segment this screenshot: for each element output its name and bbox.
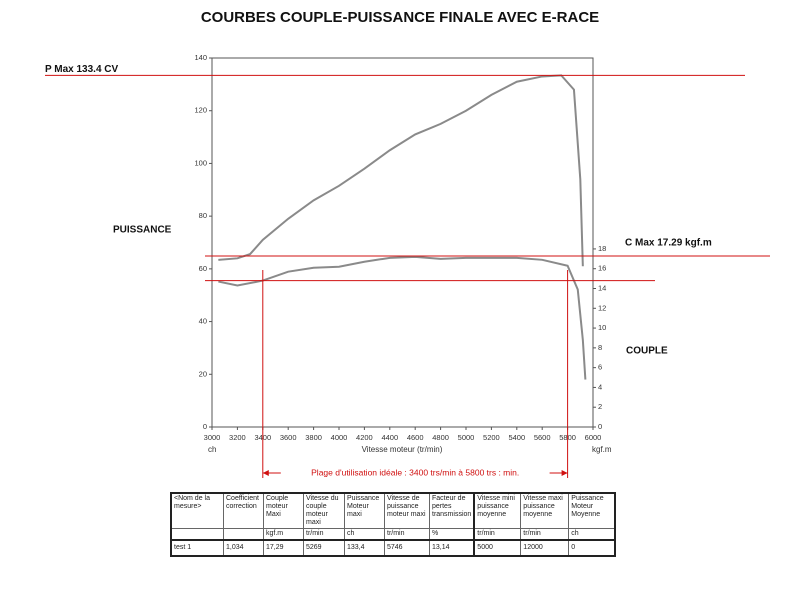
table-cell: 5000 bbox=[473, 539, 521, 556]
table-cell: Vitesse maxi puissance moyenne bbox=[520, 493, 569, 529]
table-cell bbox=[170, 528, 224, 540]
table-cell: ch bbox=[344, 528, 385, 540]
x-tick-label: 5000 bbox=[458, 433, 475, 442]
x-tick-label: 4400 bbox=[381, 433, 398, 442]
table-cell: 133,4 bbox=[344, 539, 385, 556]
table-cell: kgf.m bbox=[263, 528, 304, 540]
results-table: <Nom de la mesure> Coefficient correction… bbox=[170, 492, 617, 557]
table-row: test 1 1,034 17,29 5269 133,4 5746 13,14 5000 12… bbox=[170, 539, 616, 556]
table-cell: tr/min bbox=[303, 528, 345, 540]
x-tick-label: 3200 bbox=[229, 433, 246, 442]
x-tick-label: 5400 bbox=[508, 433, 525, 442]
range-label: Plage d'utilisation idéale : 3400 trs/mi… bbox=[311, 467, 519, 477]
x-tick-label: 3000 bbox=[204, 433, 221, 442]
table-cell: Vitesse du couple moteur maxi bbox=[303, 493, 345, 529]
x-tick-label: 3800 bbox=[305, 433, 322, 442]
table-cell: 0 bbox=[568, 539, 616, 556]
reference-label: P Max 133.4 CV bbox=[45, 64, 119, 75]
table-cell bbox=[223, 528, 264, 540]
series-line bbox=[218, 74, 584, 267]
range-label-bg bbox=[280, 466, 550, 480]
table-cell: Puissance Moteur Moyenne bbox=[568, 493, 616, 529]
table-cell: tr/min bbox=[520, 528, 569, 540]
y2-tick-label: 8 bbox=[598, 343, 602, 352]
table-cell: 13,14 bbox=[429, 539, 475, 556]
table-cell: Vitesse mini puissance moyenne bbox=[473, 493, 521, 529]
table-cell: Vitesse de puissance moteur maxi bbox=[384, 493, 430, 529]
y2-tick-label: 12 bbox=[598, 303, 606, 312]
table-cell: tr/min bbox=[384, 528, 430, 540]
plot-frame bbox=[211, 57, 594, 428]
x-tick-label: 3600 bbox=[280, 433, 297, 442]
x-tick-label: 4600 bbox=[407, 433, 424, 442]
y2-tick-label: 4 bbox=[598, 382, 602, 391]
table-row: kgf.m tr/min ch tr/min% tr/min tr/min ch bbox=[170, 528, 616, 540]
y2-tick-label: 10 bbox=[598, 323, 606, 332]
y-tick-label: 0 bbox=[203, 422, 207, 431]
reference-label: C Max 17.29 kgf.m bbox=[625, 238, 712, 249]
table-cell: 17,29 bbox=[263, 539, 304, 556]
chart-title: COURBES COUPLE-PUISSANCE FINALE AVEC E-R… bbox=[201, 9, 599, 26]
table-cell: 12000 bbox=[520, 539, 569, 556]
x-tick-label: 5600 bbox=[534, 433, 551, 442]
y2-tick-label: 18 bbox=[598, 244, 606, 253]
y2-unit: kgf.m bbox=[592, 445, 612, 454]
table-cell: ch bbox=[568, 528, 616, 540]
y-tick-label: 120 bbox=[194, 106, 207, 115]
series-line bbox=[218, 255, 587, 380]
y2-tick-label: 14 bbox=[598, 283, 606, 292]
table-row: <Nom de la mesure> Coefficient correction… bbox=[170, 493, 616, 529]
x-tick-label: 4000 bbox=[331, 433, 348, 442]
table-cell: tr/min bbox=[473, 528, 521, 540]
y2-tick-label: 2 bbox=[598, 402, 602, 411]
y-name: PUISSANCE bbox=[113, 225, 172, 236]
y-tick-label: 100 bbox=[194, 158, 207, 167]
table-cell: 5746 bbox=[384, 539, 430, 556]
table-cell: 1,034 bbox=[223, 539, 264, 556]
x-axis-label: Vitesse moteur (tr/min) bbox=[362, 445, 443, 454]
table-cell: % bbox=[429, 528, 475, 540]
table-cell: test 1 bbox=[170, 539, 224, 556]
x-tick-label: 5200 bbox=[483, 433, 500, 442]
x-tick-label: 4800 bbox=[432, 433, 449, 442]
table-cell: Facteur de pertes transmission bbox=[429, 493, 475, 529]
table-cell: Coefficient correction bbox=[223, 493, 264, 529]
x-tick-label: 6000 bbox=[585, 433, 602, 442]
y2-tick-label: 16 bbox=[598, 264, 606, 273]
y-unit: ch bbox=[208, 445, 216, 454]
table-cell: <Nom de la mesure> bbox=[170, 493, 224, 529]
y-tick-label: 140 bbox=[194, 53, 207, 62]
y-tick-label: 60 bbox=[199, 264, 207, 273]
y-tick-label: 40 bbox=[199, 317, 207, 326]
y2-tick-label: 0 bbox=[598, 422, 602, 431]
y-tick-label: 20 bbox=[199, 369, 207, 378]
x-tick-label: 4200 bbox=[356, 433, 373, 442]
table-cell: Puissance Moteur maxi bbox=[344, 493, 385, 529]
table-cell: 5269 bbox=[303, 539, 345, 556]
y-tick-label: 80 bbox=[199, 211, 207, 220]
table-cell: Couple moteur Maxi bbox=[263, 493, 304, 529]
y2-tick-label: 6 bbox=[598, 363, 602, 372]
y2-name: COUPLE bbox=[626, 346, 668, 357]
